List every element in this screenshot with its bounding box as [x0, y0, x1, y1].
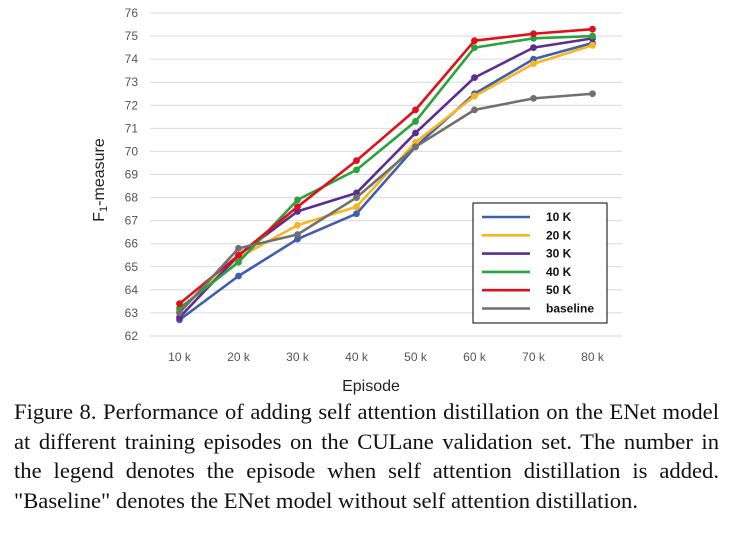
y-tick-label: 71: [125, 121, 139, 135]
data-point: [471, 74, 478, 81]
x-axis-title: Episode: [342, 378, 400, 395]
y-tick-label: 74: [125, 52, 139, 66]
y-tick-label: 70: [125, 144, 139, 158]
y-tick-label: 73: [125, 75, 139, 89]
y-axis-title-main: F: [91, 212, 108, 222]
series-line: [178, 34, 593, 310]
series-line: [178, 92, 593, 314]
y-tick-label: 62: [125, 329, 139, 343]
legend-box: [472, 202, 608, 324]
data-point: [412, 143, 419, 151]
series-lines: [176, 25, 596, 324]
data-point: [530, 44, 537, 52]
x-tick-label: 40 k: [345, 350, 369, 364]
data-point: [235, 272, 242, 280]
x-tick-label: 20 k: [227, 350, 251, 364]
y-tick-labels: 62 63 64 65 66 67 68 69 70 71 72 73 74 75 76: [125, 6, 139, 343]
data-point: [294, 196, 301, 204]
x-tick-label: 60 k: [463, 350, 487, 364]
series-line: [178, 41, 593, 321]
legend-label: 40 K: [546, 265, 572, 279]
data-point: [235, 258, 242, 266]
x-tick-label: 30 k: [286, 350, 310, 364]
y-tick-label: 69: [125, 168, 139, 182]
y-tick-label: 64: [125, 283, 139, 297]
y-tick-label: 66: [125, 237, 139, 251]
legend-label: 10 K: [546, 210, 572, 224]
data-point: [353, 203, 360, 211]
x-tick-label: 50 k: [404, 350, 428, 364]
data-point: [176, 300, 183, 308]
y-axis-title-subscript: 1: [98, 206, 110, 212]
data-point: [530, 94, 537, 102]
legend: 10 K 20 K 30 K 40 K 50 K baseline: [472, 202, 608, 324]
data-point: [294, 231, 301, 238]
legend-label: 50 K: [546, 283, 572, 297]
y-tick-label: 75: [125, 29, 139, 43]
y-tick-label: 67: [125, 214, 139, 228]
data-point: [530, 30, 537, 38]
data-point: [353, 210, 360, 218]
data-point: [589, 32, 596, 40]
data-point: [353, 166, 360, 174]
x-tick-label: 70 k: [522, 350, 546, 364]
legend-label: 20 K: [546, 228, 572, 242]
figure-caption: Figure 8. Performance of adding self att…: [14, 399, 719, 513]
data-point: [412, 129, 419, 137]
data-point: [353, 157, 360, 165]
data-point: [589, 90, 596, 98]
legend-label: 30 K: [546, 247, 572, 261]
data-point: [412, 106, 419, 114]
data-point: [471, 44, 478, 52]
data-point: [412, 118, 419, 125]
y-tick-label: 65: [125, 260, 139, 274]
data-point: [294, 221, 301, 229]
y-axis-title-rest: -measure: [91, 138, 108, 206]
y-axis-title: F1-measure: [91, 138, 110, 222]
data-point: [176, 309, 183, 317]
y-tick-label: 76: [125, 6, 139, 20]
x-tick-label: 80 k: [581, 350, 605, 364]
data-point: [589, 25, 596, 33]
data-point: [353, 194, 360, 201]
data-point: [589, 41, 596, 49]
data-point: [235, 244, 242, 252]
line-chart: 62 63 64 65 66 67 68 69 70 71 72 73 74 75 76 10 k 20 k 3…: [91, 6, 622, 395]
legend-label: baseline: [546, 302, 594, 316]
x-tick-labels: 10 k 20 k 30 k 40 k 50 k 60 k 70 k 80 k: [168, 350, 605, 364]
data-point: [471, 37, 478, 45]
y-tick-label: 63: [125, 306, 139, 320]
data-point: [530, 60, 537, 68]
data-point: [471, 106, 478, 114]
data-point: [294, 203, 301, 211]
gridlines: [150, 12, 622, 337]
x-tick-label: 10 k: [168, 350, 192, 364]
series-baseline: [176, 90, 596, 317]
data-point: [235, 251, 242, 259]
y-tick-label: 72: [125, 98, 139, 112]
data-point: [471, 92, 478, 100]
y-tick-label: 68: [125, 191, 139, 205]
